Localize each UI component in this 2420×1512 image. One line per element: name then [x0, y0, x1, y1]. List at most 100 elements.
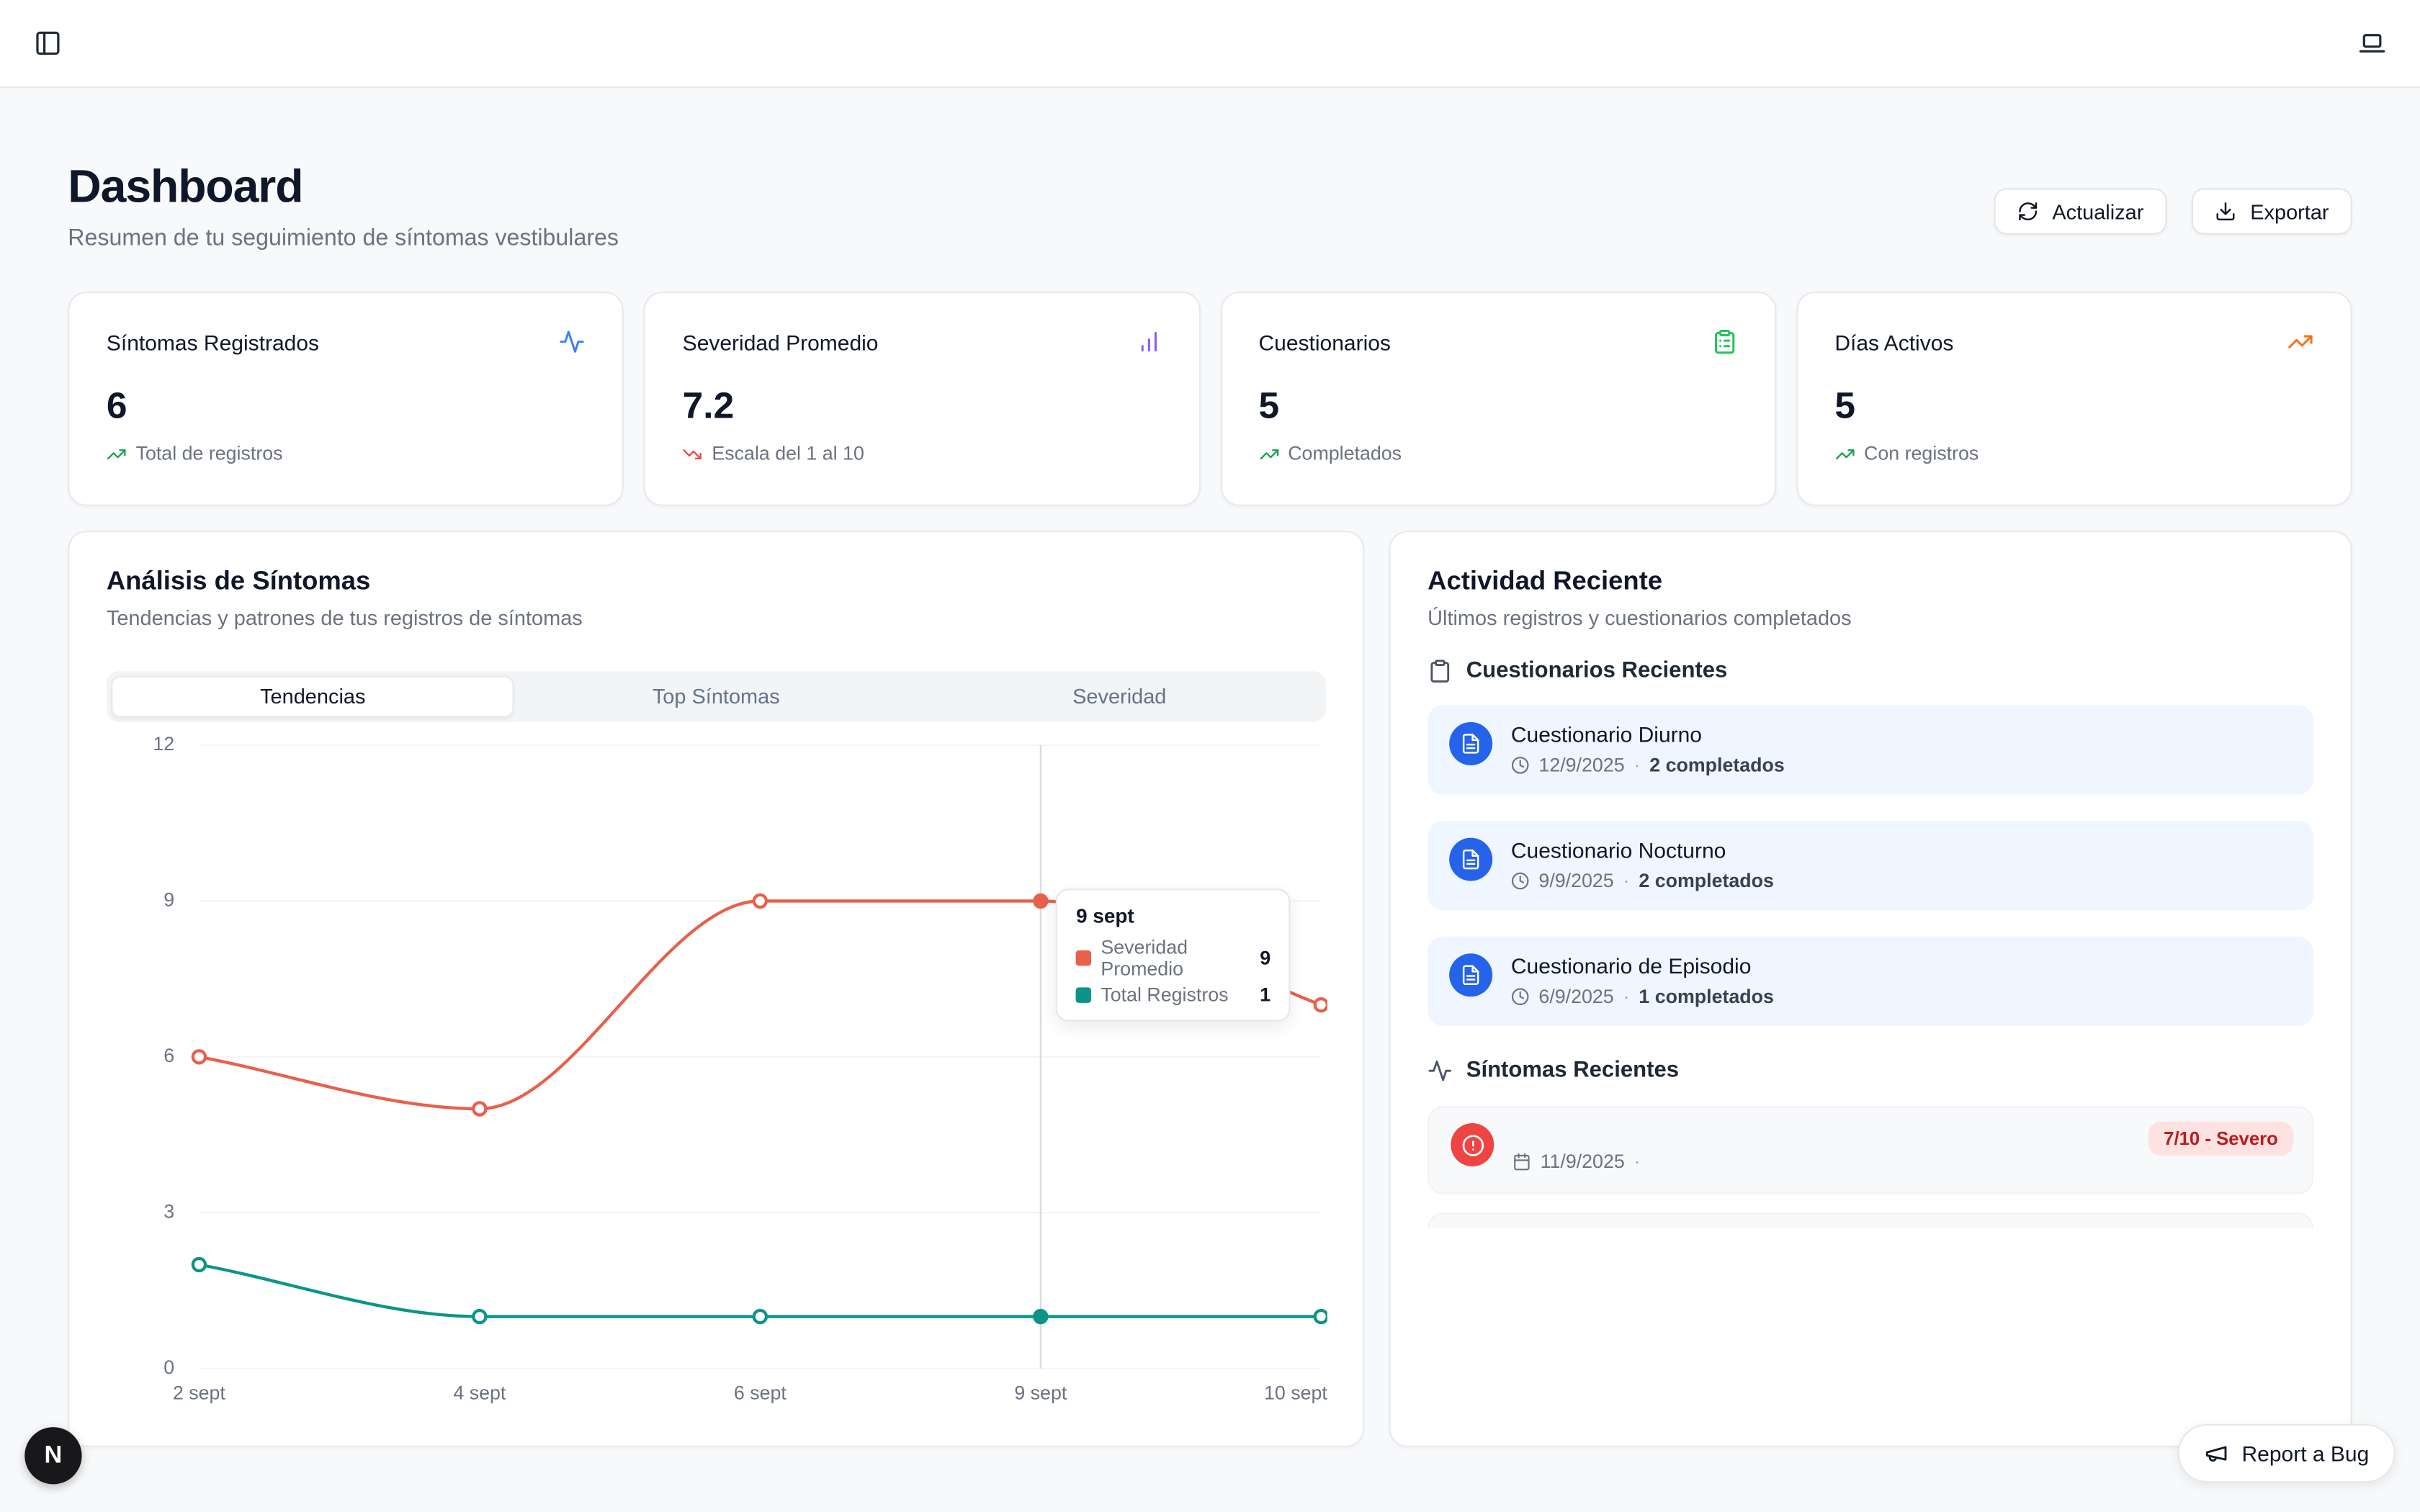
tab-severidad[interactable]: Severidad [918, 676, 1321, 718]
tooltip-row: Total Registros 1 [1076, 984, 1270, 1006]
tab-top-sintomas[interactable]: Top Síntomas [514, 676, 918, 718]
separator: · [1634, 1151, 1641, 1173]
download-icon [2216, 202, 2235, 221]
report-bug-label: Report a Bug [2241, 1441, 2370, 1466]
panels-row: Análisis de Síntomas Tendencias y patron… [68, 531, 2352, 1447]
tooltip-value: 9 [1260, 947, 1271, 969]
stat-note: Escala del 1 al 10 [712, 443, 864, 464]
questionnaires-list: Cuestionario Diurno 12/9/2025 · 2 comple… [1428, 705, 2314, 1026]
stat-title: Síntomas Registrados [106, 329, 320, 354]
svg-text:3: 3 [163, 1200, 174, 1222]
trending-up-icon [107, 444, 127, 464]
trending-up-icon [2287, 328, 2313, 354]
page-header: Dashboard Resumen de tu seguimiento de s… [68, 162, 2352, 251]
analysis-subtitle: Tendencias y patrones de tus registros d… [106, 606, 583, 630]
bar-chart-icon [1135, 328, 1161, 354]
symptom-analysis-card: Análisis de Síntomas Tendencias y patron… [68, 531, 1365, 1447]
topbar [0, 0, 2420, 89]
symptoms-section-label: Síntomas Recientes [1466, 1058, 1680, 1084]
svg-text:9: 9 [163, 889, 174, 911]
separator: · [1623, 986, 1630, 1008]
severity-badge: 7/10 - Severo [2148, 1121, 2294, 1156]
questionnaires-section-label: Cuestionarios Recientes [1466, 659, 1728, 684]
stat-card-symptoms: Síntomas Registrados 6 Total de registro… [68, 292, 624, 506]
symptoms-section-header: Síntomas Recientes [1428, 1058, 2313, 1083]
export-button[interactable]: Exportar [2191, 188, 2352, 235]
svg-text:10 sept: 10 sept [1264, 1382, 1327, 1404]
stat-title: Severidad Promedio [682, 329, 879, 354]
brand-fab[interactable]: N [24, 1427, 82, 1485]
activity-subtitle: Últimos registros y cuestionarios comple… [1428, 606, 1852, 630]
stat-value: 5 [1258, 385, 1280, 428]
file-text-icon [1449, 953, 1493, 997]
refresh-icon [2018, 202, 2037, 221]
svg-text:2 sept: 2 sept [173, 1382, 225, 1404]
chart-tooltip: 9 sept Severidad Promedio 9 Total Regist… [1056, 888, 1291, 1022]
refresh-label: Actualizar [2052, 199, 2144, 223]
list-item-symptom[interactable]: 11/9/2025 · 7/10 - Severo [1428, 1106, 2314, 1194]
questionnaire-count: 1 completados [1639, 986, 1774, 1008]
stat-title: Días Activos [1834, 329, 1954, 354]
header-actions: Actualizar Exportar [1993, 188, 2352, 235]
clock-icon [1511, 988, 1529, 1006]
file-text-icon [1449, 721, 1493, 765]
trends-line-chart[interactable]: 0 3 6 9 12 2 sept 4 sept 6 sept 9 sept 10 sept 9 … [107, 733, 1329, 1413]
alert-circle-icon [1451, 1123, 1494, 1166]
stat-value: 6 [106, 385, 127, 428]
clipboard-icon [1711, 328, 1737, 354]
page-title: Dashboard [68, 162, 303, 213]
activity-icon [1428, 1058, 1452, 1083]
stats-row: Síntomas Registrados 6 Total de registro… [68, 292, 2352, 506]
sidebar-toggle-button[interactable] [24, 20, 71, 66]
laptop-icon [2359, 34, 2385, 53]
brand-letter: N [44, 1441, 63, 1468]
svg-text:4 sept: 4 sept [453, 1382, 506, 1404]
series-swatch-registros [1076, 987, 1092, 1003]
clock-icon [1511, 757, 1529, 774]
svg-text:9 sept: 9 sept [1014, 1382, 1067, 1404]
list-item-questionnaire[interactable]: Cuestionario de Episodio 6/9/2025 · 1 co… [1428, 936, 2314, 1026]
separator: · [1634, 754, 1641, 776]
page-subtitle: Resumen de tu seguimiento de síntomas ve… [68, 225, 619, 252]
list-item-symptom-partial[interactable] [1428, 1212, 2314, 1228]
refresh-button[interactable]: Actualizar [1993, 188, 2167, 235]
trending-up-icon [1834, 444, 1855, 464]
questionnaire-date: 9/9/2025 [1538, 870, 1614, 892]
tooltip-row: Severidad Promedio 9 [1076, 937, 1270, 980]
questionnaire-title: Cuestionario Diurno [1510, 721, 1703, 747]
panel-left-icon [36, 31, 60, 55]
megaphone-icon [2205, 1446, 2226, 1462]
tooltip-label: Severidad Promedio [1101, 936, 1188, 980]
stat-card-active-days: Días Activos 5 Con registros [1796, 292, 2352, 506]
main-content: Dashboard Resumen de tu seguimiento de s… [0, 88, 2420, 1447]
questionnaire-count: 2 completados [1649, 754, 1785, 776]
file-text-icon [1449, 837, 1493, 881]
stat-card-severity: Severidad Promedio 7.2 Escala del 1 al 1… [644, 292, 1201, 506]
questionnaire-title: Cuestionario Nocturno [1510, 837, 1726, 863]
report-bug-button[interactable]: Report a Bug [2177, 1423, 2396, 1483]
stat-value: 7.2 [682, 385, 735, 428]
activity-icon [559, 328, 585, 354]
trending-down-icon [683, 444, 703, 464]
clock-icon [1511, 872, 1529, 890]
questionnaire-title: Cuestionario de Episodio [1510, 953, 1752, 978]
questionnaire-date: 12/9/2025 [1538, 754, 1625, 776]
list-item-questionnaire[interactable]: Cuestionario Diurno 12/9/2025 · 2 comple… [1428, 705, 2314, 795]
tab-tendencias[interactable]: Tendencias [111, 675, 515, 718]
calendar-icon [1514, 1153, 1530, 1171]
list-item-questionnaire[interactable]: Cuestionario Nocturno 9/9/2025 · 2 compl… [1428, 821, 2314, 911]
tooltip-label: Total Registros [1101, 984, 1229, 1007]
series-swatch-severidad [1076, 950, 1092, 966]
tooltip-title: 9 sept [1076, 904, 1134, 927]
stat-value: 5 [1834, 385, 1855, 428]
export-label: Exportar [2250, 199, 2329, 223]
tooltip-value: 1 [1260, 984, 1271, 1007]
symptom-date: 11/9/2025 [1540, 1151, 1625, 1173]
chart-canvas[interactable]: 0 3 6 9 12 2 sept 4 sept 6 sept 9 sept 10 sept [107, 733, 1329, 1413]
separator: · [1623, 870, 1630, 892]
stat-card-questionnaires: Cuestionarios 5 Completados [1219, 292, 1776, 506]
clipboard-icon [1428, 659, 1452, 683]
device-preview-button[interactable] [2349, 20, 2395, 66]
